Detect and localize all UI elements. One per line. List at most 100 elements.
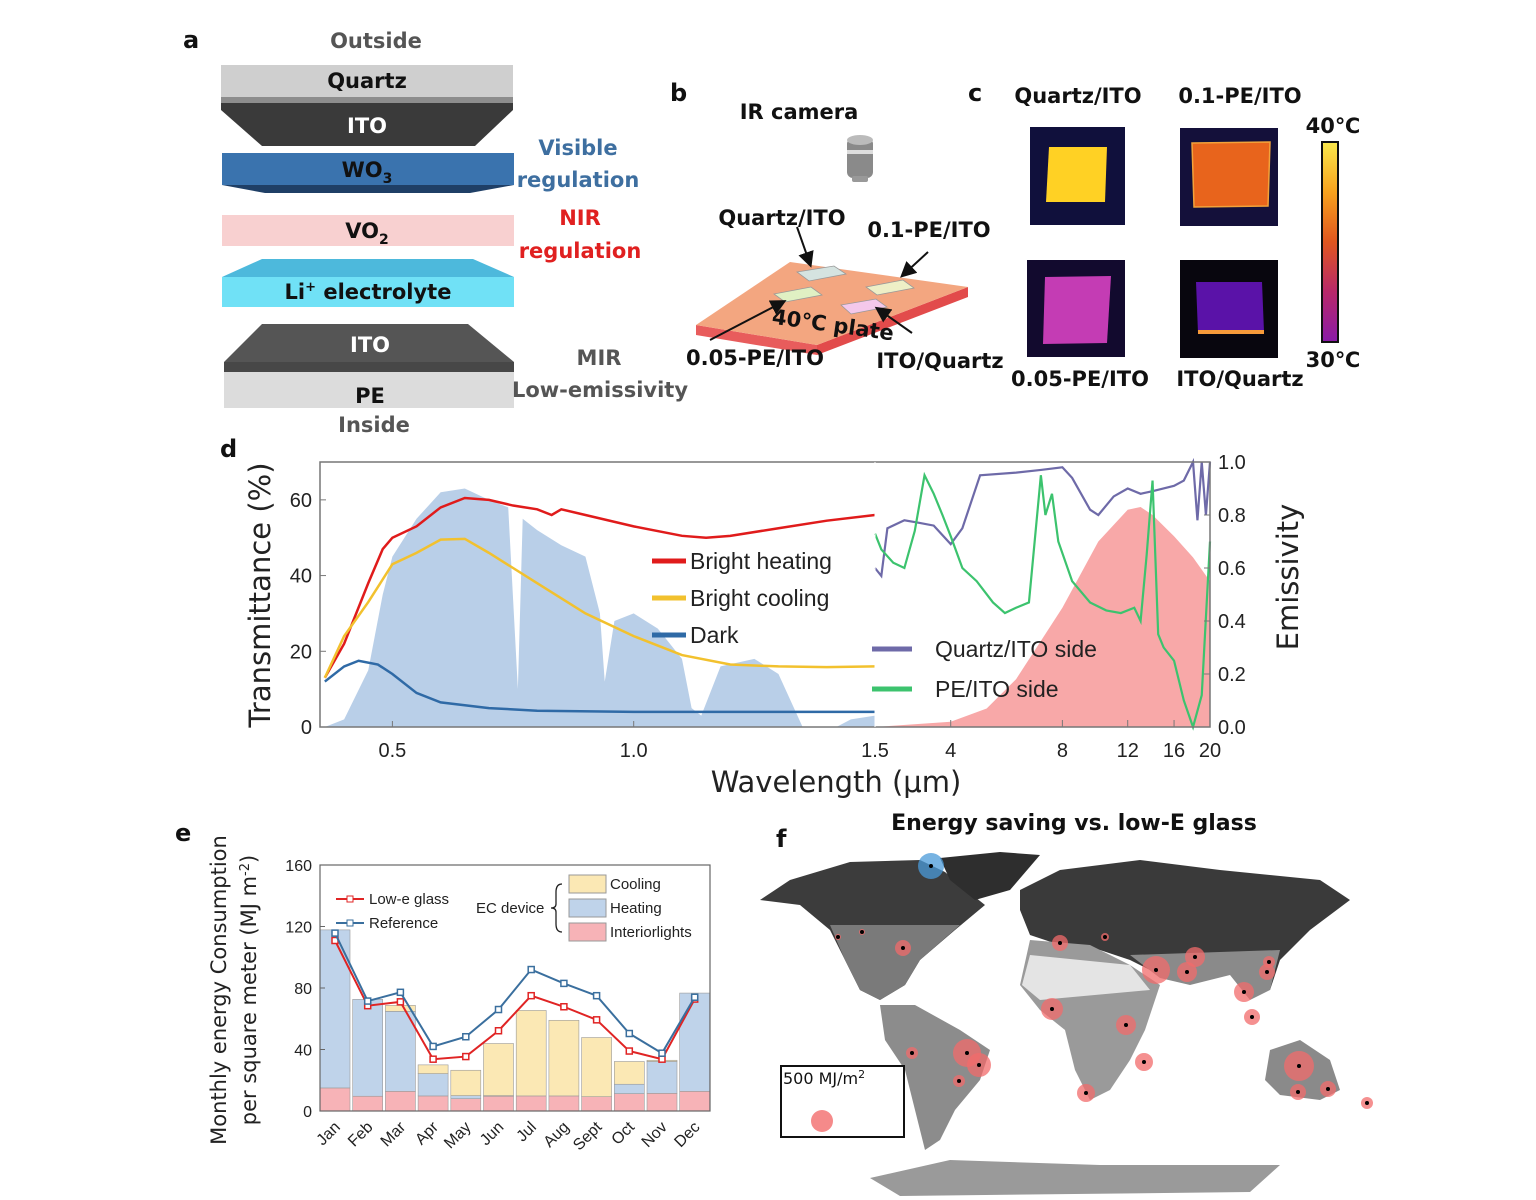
x-tick-label: 1.5: [861, 740, 889, 762]
y-tick-label: 0: [303, 1104, 312, 1121]
thermal-sample-ito-quartz: [1196, 282, 1264, 333]
thermal-title-quartz-ito: Quartz/ITO: [1014, 84, 1141, 108]
bar-interiorlights: [613, 1093, 645, 1112]
quartz-label: Quartz: [327, 69, 407, 93]
bar-interiorlights: [352, 1095, 384, 1112]
bar-heating: [646, 1061, 678, 1094]
line-reference: [334, 932, 696, 1055]
legend-label: Interiorlights: [610, 924, 692, 941]
legend-swatch: [568, 874, 607, 894]
wo3-label: WO3: [342, 158, 393, 187]
x-tick-label: 12: [1117, 740, 1139, 762]
city-dot: [860, 930, 864, 934]
x-tick-label: Mar: [378, 1118, 410, 1150]
bar-interiorlights: [483, 1095, 514, 1112]
inside-label: Inside: [338, 413, 410, 437]
arrow-0.1-pe-ito: [900, 251, 929, 278]
legend-label: Bright cooling: [690, 585, 829, 611]
panel-f-world-map: Energy saving vs. low-E glass 500 MJ/m2: [760, 811, 1373, 1196]
bar-interiorlights: [646, 1093, 678, 1112]
bar-interiorlights: [679, 1091, 711, 1112]
line-marker: [462, 1032, 470, 1041]
quartz-layer: [221, 65, 513, 97]
y2-tick-label: 0.2: [1218, 664, 1246, 686]
x-tick-label: 0.5: [378, 740, 406, 762]
city-dot: [1142, 1060, 1146, 1064]
ir-camera-label: IR camera: [740, 100, 859, 124]
nir-regulation-label-2: regulation: [519, 239, 642, 263]
city-dot: [1193, 955, 1197, 959]
bar-interiorlights: [385, 1091, 416, 1112]
line-marker: [462, 1052, 470, 1061]
line-marker: [429, 1055, 437, 1063]
bar-interiorlights: [548, 1095, 580, 1112]
thermal-title-ito-quartz: ITO/Quartz: [1176, 367, 1303, 391]
bar-heating: [613, 1083, 645, 1094]
solar-spectrum-fill: [324, 488, 876, 727]
line-marker: [527, 965, 535, 974]
thermal-edge-ito-quartz: [1198, 330, 1264, 334]
electrolyte-top: [222, 259, 514, 277]
map-legend-label: 500 MJ/m2: [783, 1068, 865, 1088]
pe-label: PE: [355, 384, 385, 408]
legend-label: Reference: [369, 915, 438, 932]
y-tick-label: 40: [290, 566, 312, 588]
city-dot: [1326, 1087, 1330, 1091]
chart-d-y2label: Emissivity: [1271, 504, 1305, 651]
bar-heating: [450, 1095, 482, 1100]
electrolyte-layer: [222, 277, 514, 307]
sahara: [1022, 955, 1150, 1000]
x-tick-label: 4: [945, 740, 956, 762]
y2-tick-label: 1.0: [1218, 452, 1246, 474]
x-tick-label: Sept: [570, 1118, 606, 1154]
temperature-colorbar: [1321, 141, 1339, 343]
map-size-legend: [780, 1065, 905, 1138]
bar-interiorlights: [417, 1095, 449, 1112]
line-marker: [363, 997, 372, 1005]
arrow-quartz-ito: [796, 226, 814, 268]
city-dot: [1267, 960, 1271, 964]
line-marker: [658, 1055, 666, 1063]
ito-top-layer: [221, 103, 513, 146]
y-tick-label: 20: [290, 641, 312, 663]
mir-label-2: Low-emissivity: [512, 378, 688, 402]
y-tick-label: 40: [294, 1043, 312, 1060]
electrolyte-label: Li+ electrolyte: [285, 280, 452, 304]
city-dot: [1242, 990, 1246, 994]
x-tick-label: Feb: [345, 1119, 377, 1151]
ito-bottom-label: ITO: [350, 333, 390, 357]
bar-cooling: [548, 1019, 580, 1097]
quartz-ito-label: Quartz/ITO: [718, 206, 845, 230]
line-marker: [690, 993, 699, 1001]
panel-label-d: d: [220, 435, 237, 463]
panel-label-b: b: [670, 79, 687, 107]
antarctica: [870, 1160, 1280, 1196]
x-tick-label: May: [441, 1119, 474, 1152]
chart-d-ylabel: Transmittance (%): [243, 462, 277, 728]
city-dot: [1154, 968, 1158, 972]
vo2-layer: [222, 215, 514, 246]
panel-a-layer-stack: Outside Quartz ITO WO3 VO2 Li+ electroly…: [221, 29, 688, 437]
ito-bottom-edge: [224, 362, 514, 372]
y2-tick-label: 0.8: [1218, 505, 1246, 527]
line-marker: [396, 988, 405, 997]
legend-swatch: [568, 922, 607, 942]
panel-label-e: e: [175, 819, 191, 847]
city-dot: [1297, 1064, 1301, 1068]
city-dot: [1185, 970, 1189, 974]
legend-label: PE/ITO side: [935, 676, 1059, 702]
legend-label: Cooling: [610, 876, 661, 893]
mir-label-1: MIR: [577, 346, 622, 370]
ito-quartz-label: ITO/Quartz: [876, 349, 1003, 373]
colorbar-max-label: 40℃: [1306, 114, 1361, 138]
greenland: [940, 852, 1040, 900]
line-low-e-glass: [334, 940, 696, 1061]
legend-marker: [346, 919, 354, 927]
series-line-quartz-ito-side: [874, 457, 1212, 579]
nir-regulation-label-1: NIR: [559, 206, 601, 230]
y-tick-label: 60: [290, 490, 312, 512]
arrow-0.05-pe-ito: [709, 300, 787, 341]
line-marker: [560, 979, 568, 988]
pe-layer: [224, 372, 514, 408]
